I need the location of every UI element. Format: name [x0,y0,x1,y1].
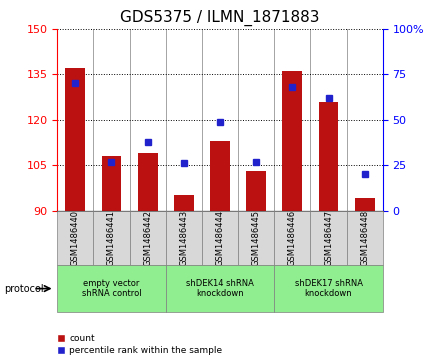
Text: GSM1486446: GSM1486446 [288,210,297,266]
FancyBboxPatch shape [238,211,274,265]
Text: shDEK14 shRNA
knockdown: shDEK14 shRNA knockdown [186,279,254,298]
FancyBboxPatch shape [166,211,202,265]
Text: GSM1486441: GSM1486441 [107,210,116,266]
Title: GDS5375 / ILMN_1871883: GDS5375 / ILMN_1871883 [120,10,320,26]
Bar [355,199,375,211]
Legend: count, percentile rank within the sample: count, percentile rank within the sample [53,331,226,359]
FancyBboxPatch shape [166,265,274,312]
FancyBboxPatch shape [347,211,383,265]
Text: protocol: protocol [4,284,44,294]
Text: GSM1486444: GSM1486444 [216,210,224,266]
Text: GSM1486443: GSM1486443 [180,210,188,266]
FancyBboxPatch shape [129,211,166,265]
FancyBboxPatch shape [274,211,311,265]
FancyBboxPatch shape [57,211,93,265]
FancyBboxPatch shape [57,265,166,312]
Bar [102,156,121,211]
Text: GSM1486440: GSM1486440 [71,210,80,266]
Bar [210,141,230,211]
Bar [66,68,85,211]
Text: GSM1486445: GSM1486445 [252,210,260,266]
FancyBboxPatch shape [274,265,383,312]
Bar [282,72,302,211]
Text: shDEK17 shRNA
knockdown: shDEK17 shRNA knockdown [294,279,363,298]
FancyBboxPatch shape [311,211,347,265]
FancyBboxPatch shape [202,211,238,265]
FancyBboxPatch shape [93,211,129,265]
Bar [174,195,194,211]
Text: GSM1486447: GSM1486447 [324,210,333,266]
Text: GSM1486442: GSM1486442 [143,210,152,266]
Text: empty vector
shRNA control: empty vector shRNA control [82,279,141,298]
Text: GSM1486448: GSM1486448 [360,210,369,266]
Bar [138,153,158,211]
Bar [246,171,266,211]
Bar [319,102,338,211]
